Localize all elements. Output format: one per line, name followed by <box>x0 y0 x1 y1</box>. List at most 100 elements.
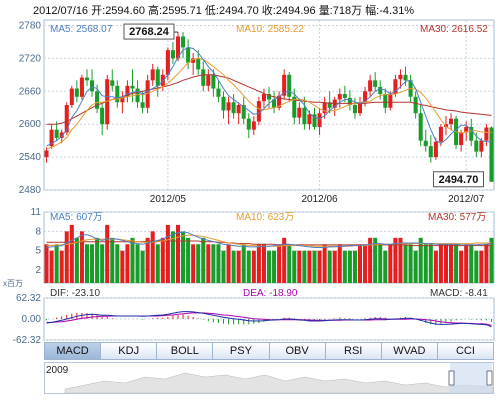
candle-body <box>388 94 393 108</box>
candle-body <box>140 102 145 108</box>
tab-obv[interactable]: OBV <box>269 342 326 360</box>
candle-body <box>69 88 74 105</box>
close-value: 2494.96 <box>275 5 316 17</box>
price-y-tick: 2480 <box>19 185 42 196</box>
quote-header: 2012/07/16 开:2594.60 高:2595.71 低:2494.70… <box>33 2 414 18</box>
volume-bar <box>241 244 246 283</box>
high-annotation-label: 2768.24 <box>129 26 170 38</box>
volume-bar <box>317 250 322 283</box>
volume-bar <box>49 250 54 283</box>
high-label: 高: <box>148 5 163 17</box>
navigator-selection[interactable] <box>450 363 492 393</box>
tab-kdj[interactable]: KDJ <box>101 342 158 360</box>
volume-bar <box>165 224 170 283</box>
macd-y-tick: 62.32 <box>16 293 41 304</box>
candle-body <box>155 69 160 86</box>
price-ma5-line <box>46 46 492 147</box>
volume-bar <box>363 244 368 283</box>
candle-body <box>226 102 231 111</box>
price-ma10-line <box>46 57 492 150</box>
volume-bar <box>282 237 287 283</box>
volume-bar <box>110 237 115 283</box>
range-navigator[interactable] <box>44 362 494 394</box>
volume-bar <box>449 244 454 283</box>
close-label: 收: <box>261 5 276 17</box>
candle-body <box>469 126 474 141</box>
volume-bar <box>454 244 459 283</box>
candle-body <box>277 95 282 108</box>
volume-bar <box>90 244 95 283</box>
navigator-left-handle[interactable] <box>448 370 455 386</box>
indicator-tabs: MACD KDJ BOLL PSY OBV RSI WVAD CCI <box>44 342 494 360</box>
volume-bar <box>69 224 74 283</box>
volume-bar <box>130 237 135 283</box>
tab-rsi[interactable]: RSI <box>325 342 382 360</box>
volume-y-tick: 5 <box>35 246 41 257</box>
volume-bar <box>44 244 49 283</box>
volume-bar <box>388 244 393 283</box>
volume-bar <box>125 244 130 283</box>
volume-bar <box>261 244 266 283</box>
candle-body <box>100 107 105 125</box>
volume-bar <box>433 250 438 283</box>
candle-body <box>251 121 256 130</box>
candle-body <box>352 105 357 114</box>
volume-bar <box>54 244 59 283</box>
volume-bar <box>479 250 484 283</box>
macd-value-legend: MACD: -8.41 <box>430 288 488 299</box>
candle-body <box>474 140 479 152</box>
candle-body <box>181 36 186 48</box>
volume-bar <box>277 244 282 283</box>
change-label: 幅: <box>365 5 380 17</box>
price-y-tick: 2660 <box>19 86 42 97</box>
tab-psy[interactable]: PSY <box>213 342 270 360</box>
candle-body <box>337 94 342 100</box>
volume-y-tick: 8 <box>35 226 41 237</box>
price-y-tick: 2720 <box>19 53 42 64</box>
candle-body <box>170 50 175 59</box>
volume-bar <box>383 250 388 283</box>
tab-macd[interactable]: MACD <box>44 342 102 360</box>
volume-bar <box>459 250 464 283</box>
tab-cci[interactable]: CCI <box>437 342 494 360</box>
candle-body <box>186 47 191 63</box>
volume-bar <box>423 244 428 283</box>
volume-bar <box>160 237 165 283</box>
volume-bar <box>181 231 186 283</box>
volume-bar <box>322 244 327 283</box>
candle-body <box>433 141 438 158</box>
candle-body <box>459 132 464 146</box>
volume-bar <box>332 250 337 283</box>
candle-body <box>418 113 423 141</box>
candle-body <box>206 74 211 86</box>
volume-bar <box>302 250 307 283</box>
volume-bar <box>145 237 150 283</box>
navigator-right-handle[interactable] <box>486 370 493 386</box>
volume-bar <box>469 244 474 283</box>
price-panel: 2480 2540 2600 2660 2720 2780 2012/05 2012/06 20… <box>19 19 495 205</box>
volume-bar <box>186 237 191 283</box>
volume-bar <box>327 250 332 283</box>
volume-bar <box>297 250 302 283</box>
candle-body <box>383 94 388 108</box>
low-annotation-box <box>432 171 484 188</box>
candle-body <box>287 74 292 97</box>
price-ma30-legend: MA30: 2616.52 <box>420 24 488 35</box>
candle-body <box>317 113 322 127</box>
tab-wvad[interactable]: WVAD <box>381 342 438 360</box>
candle-body <box>297 107 302 118</box>
macd-dea-legend: DEA: -18.90 <box>243 288 298 299</box>
price-y-tick: 2600 <box>19 119 42 130</box>
volume-bar <box>79 231 84 283</box>
price-y-tick: 2780 <box>19 20 42 31</box>
volume-bar <box>373 237 378 283</box>
volume-ma30-line <box>46 240 492 247</box>
volume-bar <box>201 237 206 283</box>
volume-bar <box>342 250 347 283</box>
volume-bar <box>347 250 352 283</box>
tab-boll[interactable]: BOLL <box>157 342 214 360</box>
volume-bar <box>272 250 277 283</box>
candle-body <box>373 80 378 87</box>
volume-bar <box>120 250 125 283</box>
